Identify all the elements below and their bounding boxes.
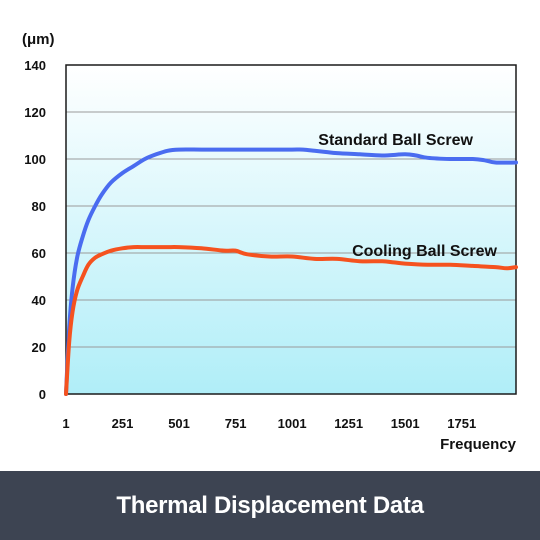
x-tick-label: 1001 — [278, 416, 307, 431]
series-label-cooling-ball-screw: Cooling Ball Screw — [352, 243, 497, 260]
y-tick-label: 100 — [24, 152, 46, 167]
footer-banner: Thermal Displacement Data — [0, 471, 540, 540]
y-tick-label: 140 — [24, 58, 46, 73]
x-tick-label: 1251 — [334, 416, 363, 431]
y-tick-label: 120 — [24, 105, 46, 120]
plot-frame — [65, 64, 517, 395]
series-label-standard-ball-screw: Standard Ball Screw — [318, 132, 473, 149]
y-axis-label: (μm) — [22, 31, 55, 48]
y-tick-label: 40 — [32, 293, 46, 308]
x-tick-label: 1 — [62, 416, 69, 431]
y-tick-label: 20 — [32, 340, 46, 355]
series-line-cooling-ball-screw — [64, 245, 518, 396]
series-lines — [64, 147, 518, 396]
y-tick-label: 80 — [32, 199, 46, 214]
plot-area — [66, 65, 516, 394]
x-tick-label: 1751 — [447, 416, 476, 431]
y-tick-label: 60 — [32, 246, 46, 261]
x-tick-label: 1501 — [391, 416, 420, 431]
x-tick-label: 751 — [225, 416, 247, 431]
series-line-standard-ball-screw — [64, 147, 518, 396]
chart-title: Thermal Displacement Data — [116, 491, 424, 519]
y-tick-label: 0 — [39, 387, 46, 402]
x-tick-label: 251 — [112, 416, 134, 431]
x-tick-label: 501 — [168, 416, 190, 431]
x-axis-label: Frequency — [440, 436, 517, 453]
